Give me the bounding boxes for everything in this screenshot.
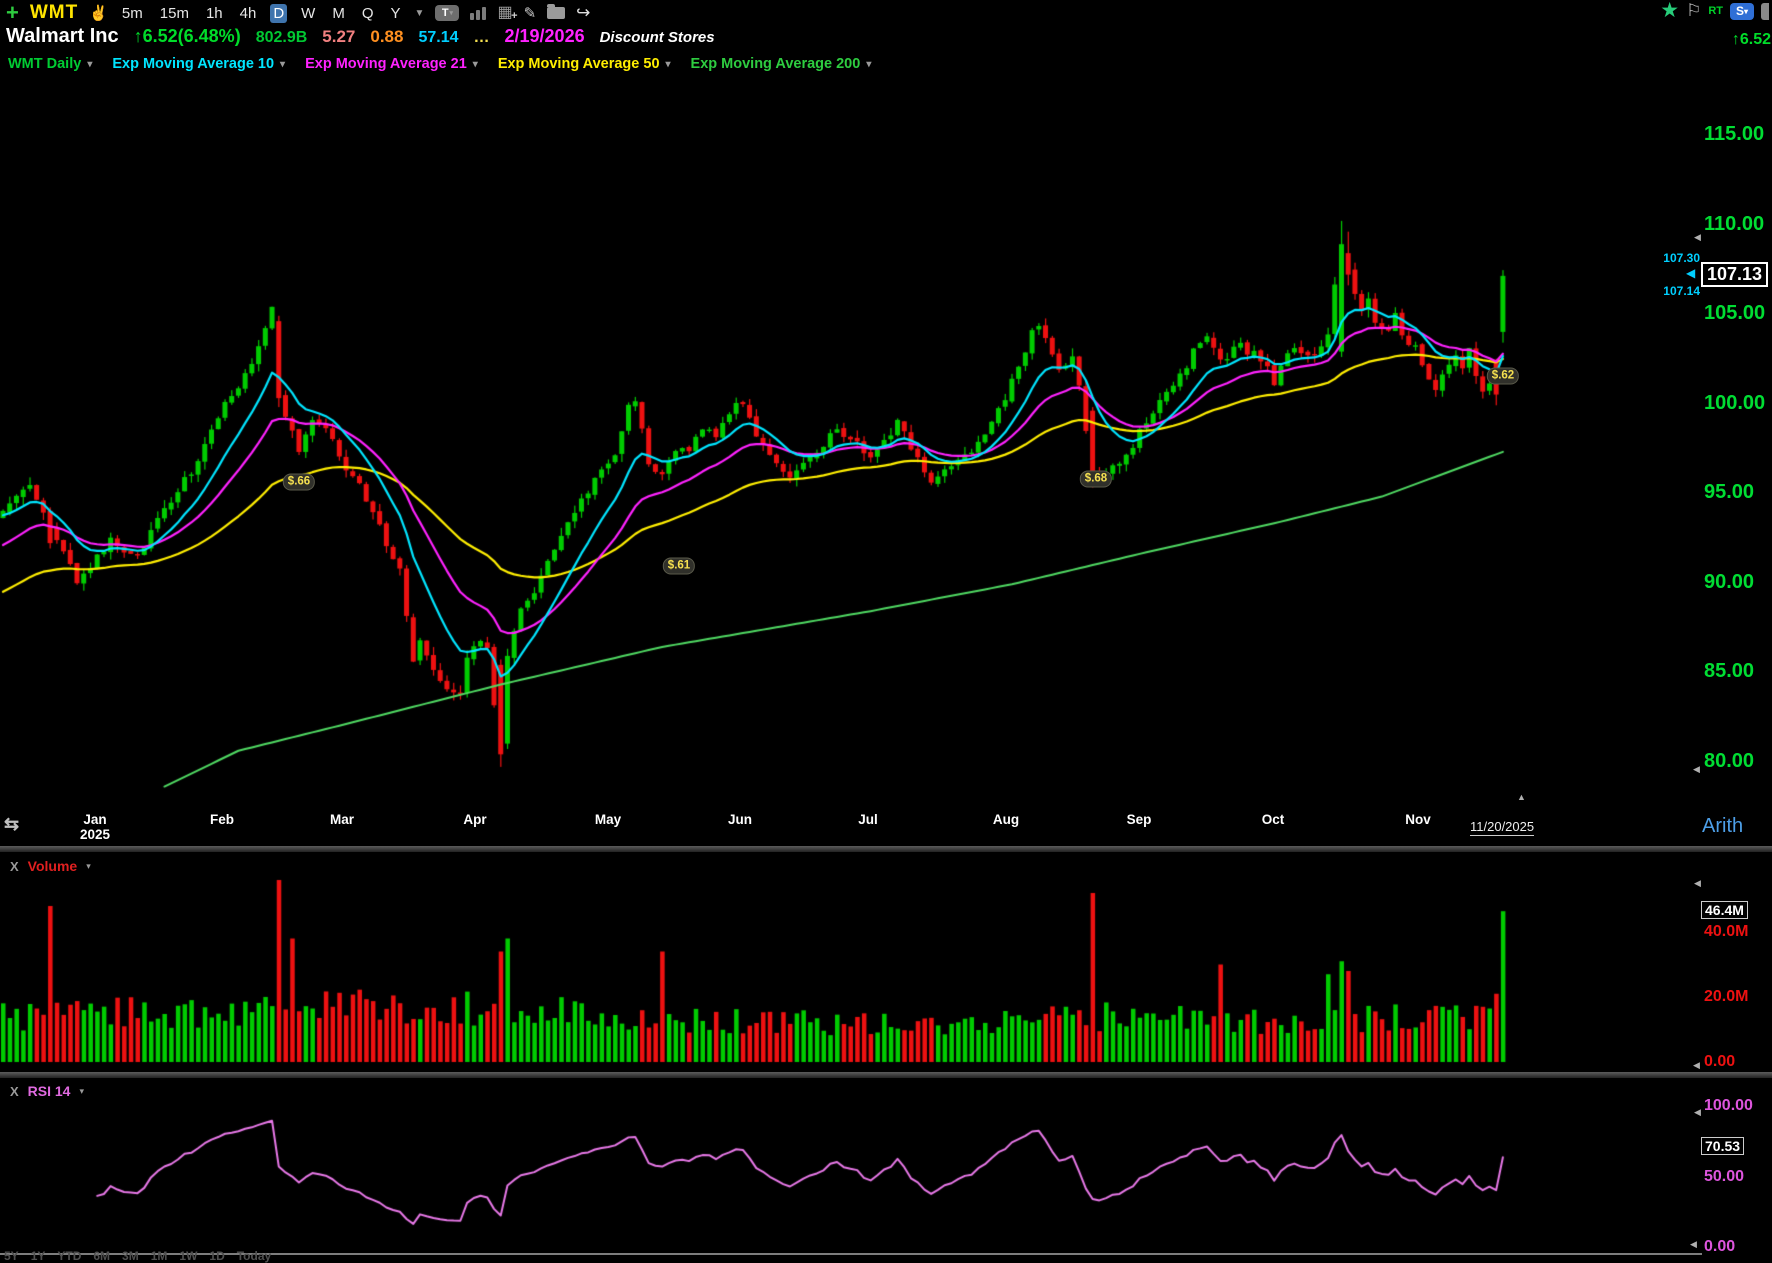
day-high-label: 107.30 bbox=[1663, 251, 1700, 265]
range-button-ytd[interactable]: YTD bbox=[57, 1249, 82, 1263]
range-button-1w[interactable]: 1W bbox=[179, 1249, 198, 1263]
grid-glyph: ▦ bbox=[497, 4, 513, 21]
timeframe-button-Y[interactable]: Y bbox=[390, 4, 401, 22]
indicator-label: Exp Moving Average 50 bbox=[497, 56, 660, 72]
clipped-icon bbox=[1761, 2, 1769, 20]
indicator-caret-icon: ▾ bbox=[665, 58, 671, 70]
share-icon[interactable]: ↪ bbox=[576, 3, 591, 22]
timeframe-button-M[interactable]: M bbox=[332, 4, 345, 22]
timeframe-button-Q[interactable]: Q bbox=[361, 4, 374, 22]
add-symbol-icon[interactable]: + bbox=[6, 0, 19, 25]
indicator-exp-moving-average-200[interactable]: Exp Moving Average 200 ▾ bbox=[691, 56, 872, 72]
indicator-caret-icon: ▾ bbox=[866, 58, 872, 70]
stat-3: 57.14 bbox=[418, 29, 459, 46]
flag-icon[interactable]: ⚐ bbox=[1686, 1, 1702, 20]
price-change: ↑6.52(6.48%) bbox=[133, 26, 241, 46]
indicator-wmt-daily[interactable]: WMT Daily ▾ bbox=[8, 56, 92, 72]
pane-divider[interactable] bbox=[0, 1072, 1772, 1078]
indicator-exp-moving-average-10[interactable]: Exp Moving Average 10 ▾ bbox=[112, 56, 285, 72]
quote-line: Walmart Inc ↑6.52(6.48%) 802.9B 5.27 0.88 57.… bbox=[6, 25, 715, 52]
volume-indicator-label[interactable]: Volume bbox=[27, 858, 78, 874]
template-caret-icon: ▾ bbox=[449, 10, 454, 17]
chart-template-icon[interactable]: T ▾ bbox=[435, 5, 460, 21]
indicator-exp-moving-average-50[interactable]: Exp Moving Average 50 ▾ bbox=[498, 56, 671, 72]
stat-1: 5.27 bbox=[322, 27, 356, 46]
volume-close-button[interactable]: X bbox=[10, 858, 19, 874]
range-button-1y[interactable]: 1Y bbox=[30, 1249, 46, 1263]
add-indicator-icon[interactable]: ▦ + bbox=[497, 4, 517, 23]
indicator-row: WMT Daily ▾ Exp Moving Average 10 ▾ Exp Movi… bbox=[8, 52, 871, 76]
range-button-1d[interactable]: 1D bbox=[209, 1249, 225, 1263]
timeframe-button-15m[interactable]: 15m bbox=[159, 4, 189, 22]
rsi-indicator-label[interactable]: RSI 14 bbox=[27, 1083, 71, 1099]
streamer-button[interactable]: S ▾ bbox=[1730, 2, 1754, 20]
timeframe-row: 5m 15m 1h 4h D W M Q Y bbox=[119, 3, 404, 23]
change-badge-right: ↑6.52 bbox=[1731, 31, 1771, 48]
range-button-5y[interactable]: 5Y bbox=[4, 1249, 19, 1263]
last-date-label[interactable]: 11/20/2025 bbox=[1470, 819, 1535, 836]
timeframe-button-W[interactable]: W bbox=[301, 4, 316, 22]
indicator-caret-icon: ▾ bbox=[280, 58, 286, 70]
top-toolbar: + WMT ✌ 5m 15m 1h 4h D W M Q Y ▼ T ▾ ▦ + ✎ ↪ ★ ⚐ R… bbox=[0, 0, 1772, 26]
folder-icon[interactable] bbox=[547, 4, 566, 19]
range-button-6m[interactable]: 6M bbox=[93, 1249, 111, 1263]
pane-divider bbox=[0, 1253, 1702, 1255]
drawing-tools-icon[interactable]: ✎ bbox=[523, 5, 537, 22]
rsi-caret-icon[interactable]: ▾ bbox=[79, 1085, 85, 1096]
range-button-1m[interactable]: 1M bbox=[150, 1249, 168, 1263]
range-button-bar: 5Y 1Y YTD 6M 3M 1M 1W 1D Today bbox=[4, 1249, 271, 1263]
hand-icon[interactable]: ✌ bbox=[89, 5, 108, 22]
timeframe-button-5m[interactable]: 5m bbox=[121, 4, 143, 22]
last-price-arrow-icon: ◀ bbox=[1686, 266, 1696, 280]
volume-pane-header: X Volume ▾ bbox=[10, 858, 91, 874]
indicator-exp-moving-average-21[interactable]: Exp Moving Average 21 ▾ bbox=[305, 56, 478, 72]
s-letter: S bbox=[1735, 4, 1744, 18]
indicator-label: Exp Moving Average 200 bbox=[690, 56, 861, 72]
indicator-caret-icon: ▾ bbox=[87, 58, 93, 70]
current-volume-box: 46.4M bbox=[1701, 901, 1748, 919]
indicator-caret-icon: ▾ bbox=[472, 58, 478, 70]
indicator-label: Exp Moving Average 10 bbox=[112, 56, 275, 72]
scroll-chart-icon[interactable]: ⇆ bbox=[4, 814, 20, 834]
realtime-badge: RT bbox=[1708, 5, 1723, 17]
last-price-box: 107.13 bbox=[1701, 262, 1769, 287]
indicator-label: WMT Daily bbox=[8, 56, 82, 72]
bar-chart-icon[interactable] bbox=[470, 6, 487, 20]
ellipsis: … bbox=[473, 29, 490, 46]
s-caret-icon: ▾ bbox=[1744, 6, 1749, 16]
range-button-3m[interactable]: 3M bbox=[122, 1249, 139, 1263]
volume-caret-icon[interactable]: ▾ bbox=[86, 860, 91, 871]
industry: Discount Stores bbox=[599, 29, 715, 46]
scale-type-label[interactable]: Arith bbox=[1702, 815, 1744, 837]
plus-glyph: + bbox=[511, 10, 518, 22]
favorite-star-icon[interactable]: ★ bbox=[1660, 0, 1680, 22]
indicator-label: Exp Moving Average 21 bbox=[305, 56, 467, 72]
timeframe-button-1h[interactable]: 1h bbox=[205, 4, 223, 22]
timeframe-button-4h[interactable]: 4h bbox=[239, 4, 257, 22]
timeframe-menu-caret-icon[interactable]: ▼ bbox=[414, 7, 425, 19]
earnings-date: 2/19/2026 bbox=[504, 26, 585, 46]
rsi-close-button[interactable]: X bbox=[10, 1083, 19, 1099]
pane-divider[interactable] bbox=[0, 846, 1772, 852]
ticker-symbol[interactable]: WMT bbox=[29, 2, 79, 23]
template-letter: T bbox=[441, 7, 449, 19]
rsi-pane-header: X RSI 14 ▾ bbox=[10, 1083, 84, 1099]
current-rsi-box: 70.53 bbox=[1701, 1137, 1745, 1155]
stat-2: 0.88 bbox=[370, 27, 404, 46]
day-low-label: 107.14 bbox=[1663, 284, 1700, 298]
market-cap: 802.9B bbox=[255, 29, 308, 46]
timeframe-button-D[interactable]: D bbox=[270, 3, 288, 23]
toolbar-right-cluster: ★ ⚐ RT S ▾ bbox=[1660, 0, 1769, 22]
range-button-today[interactable]: Today bbox=[236, 1249, 272, 1263]
company-name: Walmart Inc bbox=[6, 25, 119, 47]
